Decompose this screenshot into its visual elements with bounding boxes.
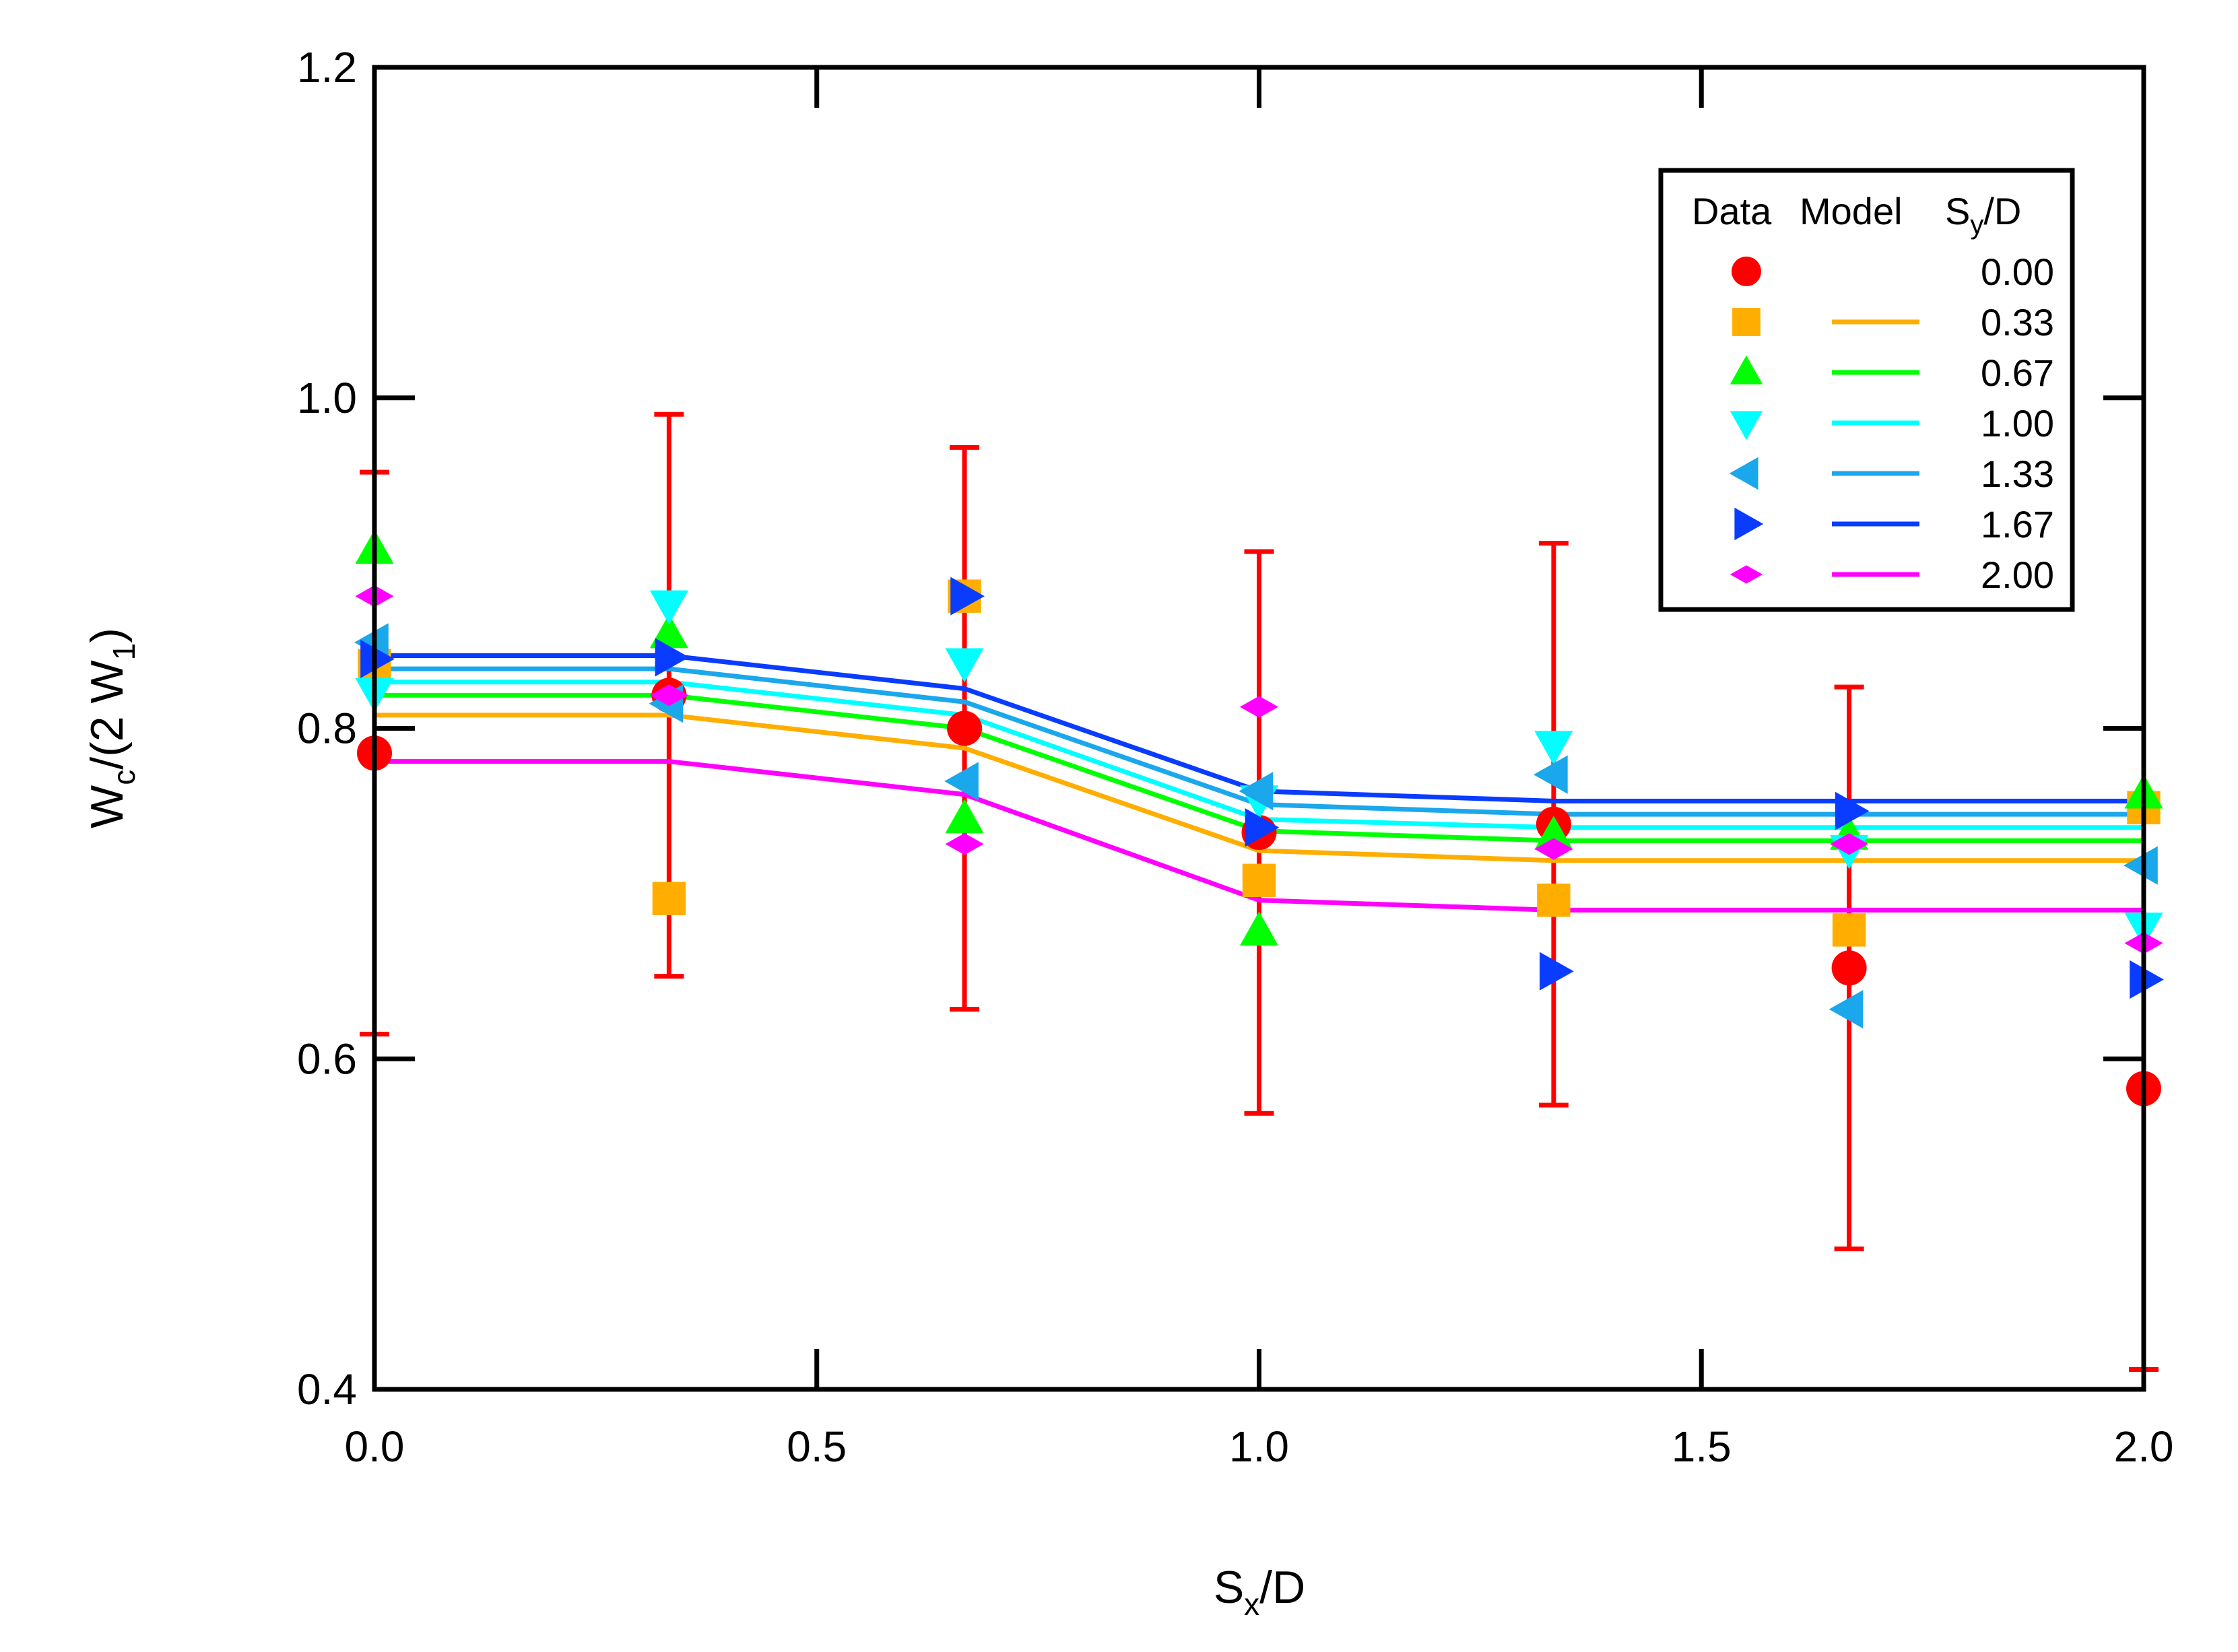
x-tick-label: 1.0	[1229, 1422, 1289, 1471]
legend-label-1.00: 1.00	[1981, 402, 2054, 444]
x-axis: 0.0 0.5 1.0 1.5 2.0	[345, 67, 2174, 1471]
y-tick-label: 1.0	[297, 374, 357, 422]
data-point-0.33	[1242, 863, 1276, 897]
data-point-0.00	[1831, 950, 1867, 986]
data-markers	[354, 529, 2164, 1106]
data-point-1.33	[1533, 755, 1568, 794]
legend-label-0.33: 0.33	[1981, 301, 2054, 343]
legend-header-sy: Sy/D	[1945, 190, 2021, 240]
legend-label-2.00: 2.00	[1981, 554, 2054, 596]
data-point-1.67	[655, 638, 690, 677]
x-axis-label: Sx/D	[1214, 1562, 1305, 1622]
data-point-0.33	[652, 882, 686, 915]
y-tick-label: 1.2	[297, 43, 357, 92]
data-point-1.67	[1835, 791, 1870, 830]
legend-label-1.33: 1.33	[1981, 453, 2054, 495]
legend-marker-1.33	[1729, 457, 1758, 490]
x-tick-label: 0.5	[787, 1422, 847, 1471]
legend: Data Model Sy/D 0.00 0.33 0.67 1.00 1.33 1.67…	[1658, 168, 2075, 612]
y-axis: 0.4 0.6 0.8 1.0 1.2	[297, 43, 2144, 1414]
data-point-0.33	[1537, 883, 1571, 917]
data-point-1.00	[649, 590, 688, 625]
model-line-2.00	[374, 759, 2144, 913]
data-point-1.33	[2124, 846, 2158, 885]
data-point-1.33	[1829, 990, 1864, 1029]
data-point-1.33	[1239, 772, 1274, 811]
data-point-0.67	[649, 614, 688, 649]
x-tick-label: 1.5	[1672, 1422, 1732, 1471]
legend-marker-2.00	[1730, 565, 1763, 584]
data-point-0.00	[947, 711, 983, 746]
data-point-0.33	[1832, 913, 1866, 947]
legend-marker-0.33	[1732, 308, 1760, 336]
y-tick-label: 0.4	[297, 1365, 357, 1414]
legend-marker-1.00	[1730, 411, 1763, 440]
data-point-2.00	[1239, 696, 1279, 718]
data-point-2.00	[649, 684, 688, 706]
x-tick-label: 0.0	[345, 1422, 405, 1471]
data-point-2.00	[945, 833, 984, 855]
data-point-0.67	[1534, 816, 1573, 850]
legend-box	[1658, 168, 2075, 612]
legend-label-0.00: 0.00	[1981, 251, 2054, 293]
data-point-1.67	[360, 639, 395, 679]
data-point-1.67	[1540, 952, 1574, 991]
data-point-1.00	[945, 648, 984, 683]
data-point-1.67	[950, 576, 985, 616]
y-axis-label: Wc/(2 W1)	[81, 628, 141, 828]
legend-marker-1.67	[1734, 507, 1764, 541]
legend-label-0.67: 0.67	[1981, 352, 2054, 394]
legend-label-1.67: 1.67	[1981, 503, 2054, 546]
data-point-0.67	[1239, 911, 1279, 946]
y-tick-label: 0.8	[297, 704, 357, 753]
data-point-2.00	[1830, 833, 1869, 855]
data-point-1.33	[944, 762, 979, 801]
data-point-1.67	[1245, 808, 1280, 847]
legend-header-model: Model	[1800, 190, 1903, 232]
legend-header-data: Data	[1692, 190, 1772, 232]
data-point-1.00	[1534, 731, 1573, 765]
data-point-0.67	[945, 799, 984, 834]
y-tick-label: 0.6	[297, 1034, 357, 1083]
x-tick-label: 2.0	[2114, 1422, 2174, 1471]
legend-marker-0.67	[1730, 355, 1763, 385]
data-point-2.00	[1534, 838, 1573, 860]
legend-marker-0.00	[1732, 257, 1761, 286]
data-point-1.67	[2130, 960, 2164, 999]
